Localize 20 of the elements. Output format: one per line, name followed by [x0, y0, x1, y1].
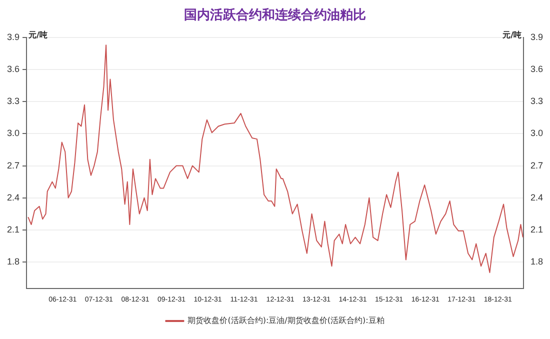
- y-tick-label: 3.9: [6, 32, 20, 42]
- y2-tick-label: 3.0: [530, 128, 544, 138]
- y-tick-label: 1.8: [6, 256, 20, 266]
- y2-axis-title: 元/吨: [502, 30, 522, 40]
- y-tick-label: 3.0: [6, 128, 20, 138]
- y2-tick-label: 3.9: [530, 32, 544, 42]
- y2-tick-label: 1.8: [530, 256, 544, 266]
- y-axis-title: 元/吨: [28, 30, 48, 40]
- y2-tick-label: 2.1: [530, 224, 544, 234]
- y2-tick-label: 2.7: [530, 160, 544, 170]
- y-tick-label: 2.7: [6, 160, 20, 170]
- chart-title: 国内活跃合约和连续合约油粕比: [184, 7, 366, 24]
- y2-tick-label: 3.3: [530, 96, 544, 106]
- y-tick-label: 3.3: [6, 96, 20, 106]
- y-tick-label: 3.6: [6, 64, 20, 74]
- y2-tick-label: 2.4: [530, 192, 544, 202]
- y-tick-label: 2.4: [6, 192, 20, 202]
- y2-tick-label: 3.6: [530, 64, 544, 74]
- legend-label: 期货收盘价(活跃合约):豆油/期货收盘价(活跃合约):豆粕: [188, 316, 384, 326]
- y-tick-label: 2.1: [6, 224, 20, 234]
